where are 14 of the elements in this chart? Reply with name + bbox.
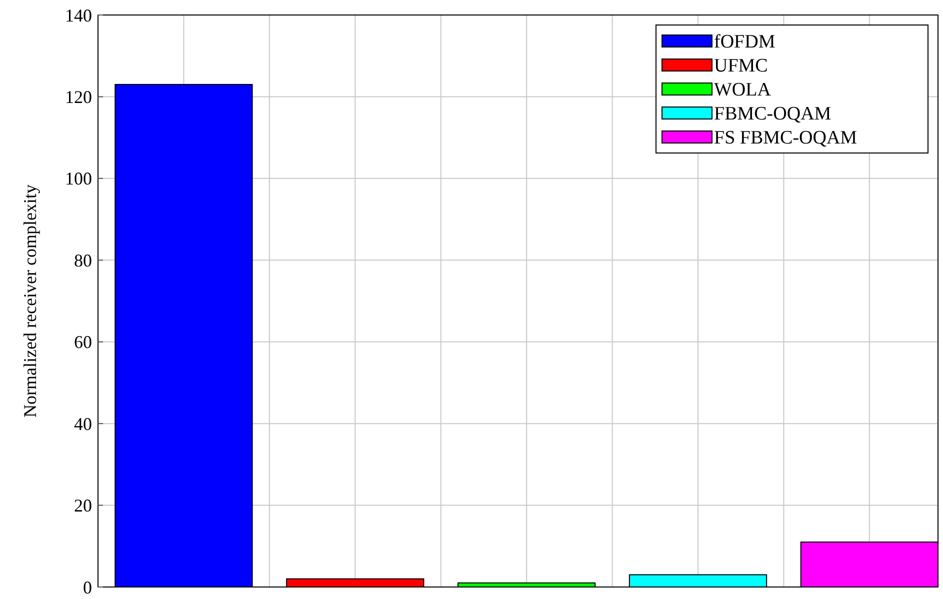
y-tick-label: 140 [65, 5, 92, 26]
legend-label: fOFDM [714, 32, 776, 53]
legend-label: WOLA [714, 80, 772, 101]
y-tick-label: 0 [83, 577, 92, 598]
y-tick-label: 40 [74, 414, 92, 434]
y-tick-label: 60 [74, 332, 92, 352]
y-tick-label: 20 [74, 496, 92, 516]
y-tick-label: 120 [65, 87, 92, 108]
legend-label: FBMC-OQAM [714, 104, 832, 125]
legend-label: FS FBMC-OQAM [714, 128, 858, 149]
y-tick-label: 80 [74, 250, 92, 270]
legend-label: UFMC [714, 56, 768, 77]
y-tick-label: 100 [65, 168, 92, 189]
y-axis-title: Normalized receiver complexity [20, 184, 40, 418]
